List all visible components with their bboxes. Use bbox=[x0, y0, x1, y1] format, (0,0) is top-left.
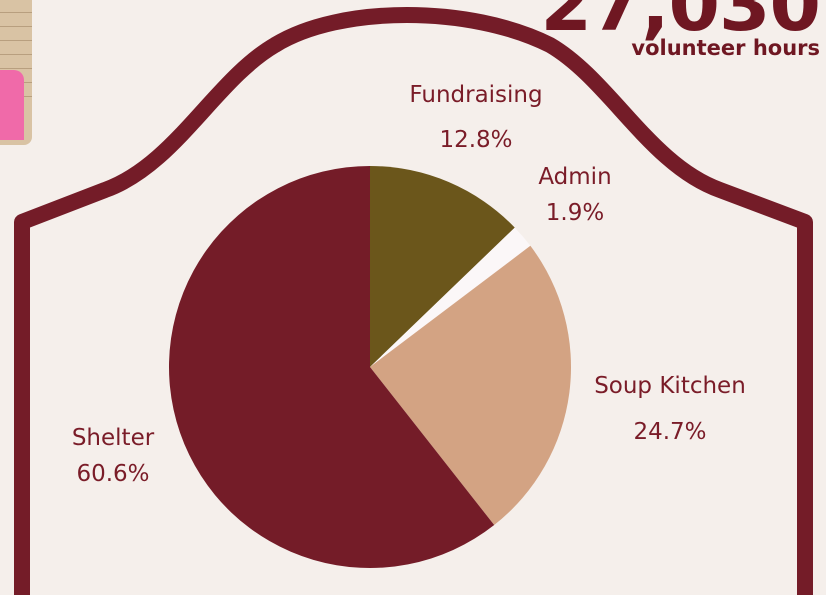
label-fundraising-name: Fundraising bbox=[409, 82, 543, 108]
label-fundraising: Fundraising 12.8% bbox=[386, 77, 566, 158]
label-soup-kitchen-name: Soup Kitchen bbox=[594, 373, 746, 399]
label-admin-name: Admin bbox=[538, 164, 612, 190]
pie-slice-soup-kitchen bbox=[370, 245, 572, 526]
label-fundraising-value: 12.8% bbox=[439, 127, 513, 153]
pie-chart bbox=[168, 165, 572, 568]
label-shelter-name: Shelter bbox=[71, 425, 155, 451]
label-shelter-value: 60.6% bbox=[76, 461, 150, 487]
label-admin: Admin 1.9% bbox=[520, 159, 630, 231]
volunteer-hours-caption: volunteer hours bbox=[631, 36, 820, 60]
label-soup-kitchen: Soup Kitchen 24.7% bbox=[575, 368, 765, 450]
pie-slice-shelter bbox=[168, 165, 495, 568]
label-soup-kitchen-value: 24.7% bbox=[633, 419, 707, 445]
pink-dress-shape bbox=[0, 70, 24, 140]
pie-slice-fundraising bbox=[370, 166, 515, 367]
pie-slice-admin bbox=[370, 227, 531, 367]
label-admin-value: 1.9% bbox=[545, 200, 605, 226]
label-shelter: Shelter 60.6% bbox=[48, 420, 178, 492]
volunteer-photo bbox=[0, 0, 32, 145]
volunteer-hours-total: 27,030 bbox=[540, 0, 821, 48]
